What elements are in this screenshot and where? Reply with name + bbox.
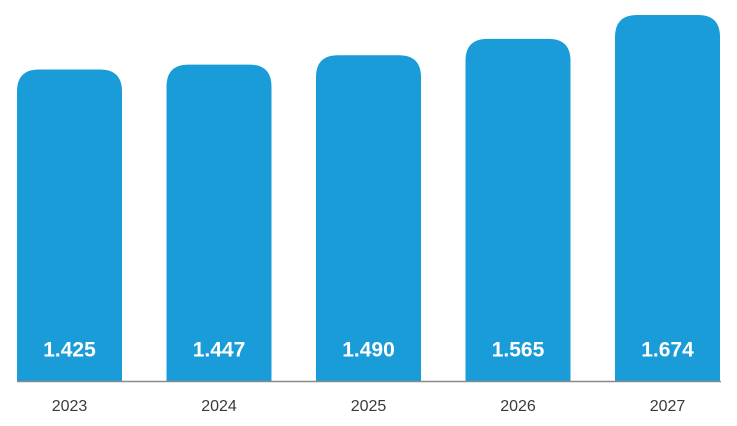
x-tick-label: 2024	[201, 398, 237, 415]
value-label: 1.674	[641, 339, 694, 362]
value-label: 1.490	[342, 339, 395, 362]
bar	[615, 15, 720, 381]
bar	[166, 64, 272, 381]
bar	[17, 69, 122, 381]
x-tick-label: 2026	[500, 398, 536, 415]
value-label: 1.425	[43, 339, 96, 362]
value-label: 1.447	[193, 339, 246, 362]
x-tick-label: 2023	[52, 398, 88, 415]
bar	[316, 55, 421, 381]
x-tick-label: 2025	[351, 398, 387, 415]
bar	[465, 38, 571, 381]
x-tick-label: 2027	[650, 398, 686, 415]
value-label: 1.565	[492, 339, 545, 362]
